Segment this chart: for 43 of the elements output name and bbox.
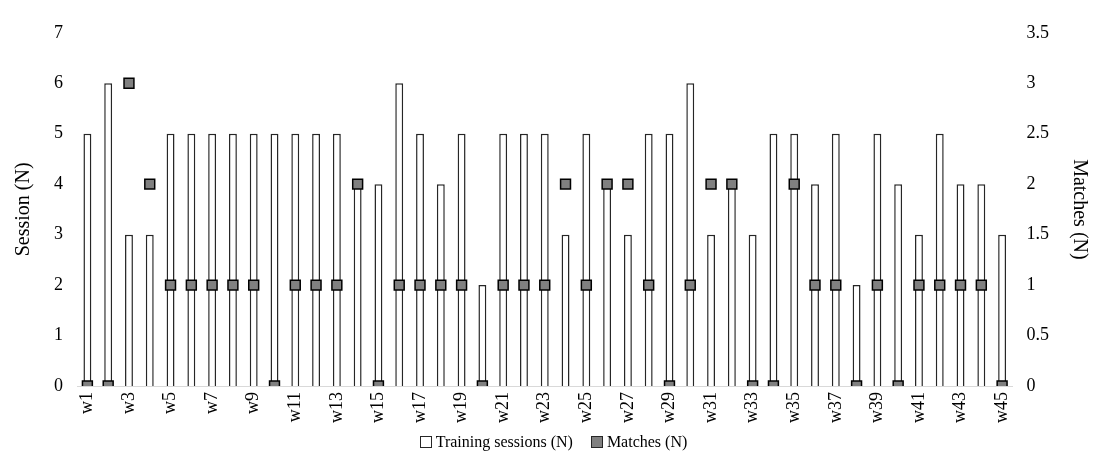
y2-tick-label: 2 [1026,172,1036,193]
x-tick-label: w41 [907,392,928,423]
y2-tick-label: 0 [1026,374,1036,395]
y2-axis-title: Matches (N) [1068,159,1092,260]
y-tick-label: 3 [54,223,63,244]
x-tick-label: w1 [76,392,97,414]
x-tick-label: w23 [533,392,554,423]
x-tick-label: w39 [866,392,887,423]
x-tick-label: w19 [450,392,471,423]
y2-tick-label: 3 [1026,71,1036,92]
x-tick-label: w13 [325,392,346,423]
y-tick-label: 2 [54,273,63,294]
x-tick-label: w29 [658,392,679,423]
x-tick-label: w43 [949,392,970,423]
x-tick-label: w3 [117,392,138,414]
x-tick-label: w11 [284,392,305,423]
x-tick-label: w31 [699,392,720,423]
y-tick-label: 7 [54,21,63,42]
x-tick-label: w45 [990,392,1011,423]
y-tick-label: 5 [54,122,63,143]
x-tick-label: w17 [408,392,429,423]
y2-tick-label: 2.5 [1026,122,1049,143]
y-axis-title: Session (N) [11,162,35,257]
y2-tick-label: 1 [1026,273,1036,294]
y2-tick-label: 1.5 [1026,223,1049,244]
y-tick-label: 1 [54,324,63,345]
legend-label: Matches (N) [606,433,688,451]
y-tick-label: 4 [54,172,63,193]
x-tick-label: w5 [159,392,180,414]
x-tick-label: w27 [616,392,637,423]
x-tick-label: w21 [491,392,512,423]
y-tick-label: 6 [54,71,63,92]
x-tick-label: w15 [367,392,388,423]
y-tick-label: 0 [54,374,63,395]
x-tick-label: w7 [200,392,221,414]
text: Training sessions (N) [435,433,573,451]
y2-tick-label: 3.5 [1026,21,1049,42]
x-tick-label: w25 [575,392,596,423]
y2-tick-label: 0.5 [1026,324,1049,345]
x-tick-label: w9 [242,392,263,414]
x-tick-label: w33 [741,392,762,423]
x-tick-label: w35 [782,392,803,423]
x-tick-label: w37 [824,392,845,423]
